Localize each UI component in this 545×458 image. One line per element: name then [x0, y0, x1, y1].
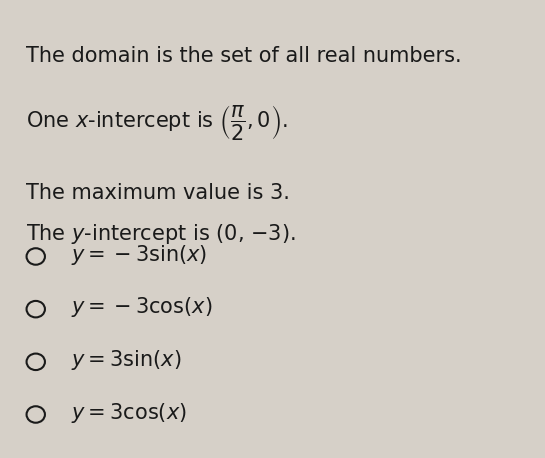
Text: One $x$-intercept is $\left(\dfrac{\pi}{2},0\right)$.: One $x$-intercept is $\left(\dfrac{\pi}{… — [26, 103, 287, 142]
Text: The maximum value is 3.: The maximum value is 3. — [26, 183, 289, 203]
Text: $y = -3\cos(x)$: $y = -3\cos(x)$ — [71, 295, 213, 319]
Text: The $y$-intercept is (0, $-$3).: The $y$-intercept is (0, $-$3). — [26, 222, 295, 246]
Text: The domain is the set of all real numbers.: The domain is the set of all real number… — [26, 46, 461, 66]
Text: $y = -3\sin(x)$: $y = -3\sin(x)$ — [71, 243, 208, 267]
Text: $y = 3\cos(x)$: $y = 3\cos(x)$ — [71, 401, 187, 425]
Text: $y = 3\sin(x)$: $y = 3\sin(x)$ — [71, 348, 182, 372]
